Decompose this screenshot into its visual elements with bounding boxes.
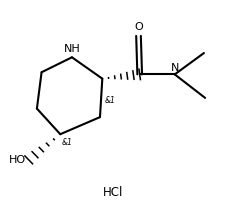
Text: &1: &1 [105,96,116,105]
Text: HCl: HCl [103,186,123,200]
Text: HO: HO [9,155,26,165]
Text: N: N [171,63,179,73]
Text: O: O [134,22,143,32]
Text: &1: &1 [61,138,72,147]
Text: NH: NH [64,44,80,54]
